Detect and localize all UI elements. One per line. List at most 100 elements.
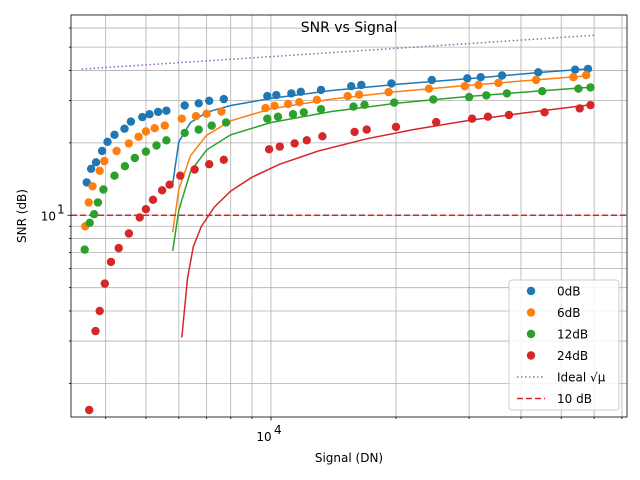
data-point-24dB xyxy=(391,122,401,132)
data-point-6dB xyxy=(217,107,226,116)
legend-label: 10 dB xyxy=(557,392,592,406)
data-point-24dB xyxy=(586,100,595,110)
legend-label: 12dB xyxy=(557,328,588,342)
data-point-24dB xyxy=(318,132,327,141)
data-point-0dB xyxy=(497,71,507,80)
x-tick-label: 10 xyxy=(256,430,271,444)
data-point-6dB xyxy=(474,80,483,90)
data-point-0dB xyxy=(296,87,305,97)
fit-curve-6dB xyxy=(171,75,589,233)
data-point-12dB xyxy=(360,100,369,110)
data-point-0dB xyxy=(219,94,228,104)
y-tick-label-exponent: 1 xyxy=(57,202,65,216)
data-point-24dB xyxy=(540,108,549,117)
data-point-0dB xyxy=(110,130,119,139)
data-point-12dB xyxy=(288,110,298,119)
data-point-12dB xyxy=(464,92,474,102)
data-point-12dB xyxy=(93,198,103,207)
legend-label: Ideal √μ xyxy=(557,371,606,385)
data-point-6dB xyxy=(261,103,270,113)
data-point-24dB xyxy=(504,110,514,120)
data-point-6dB xyxy=(581,71,591,80)
data-point-0dB xyxy=(387,79,396,88)
data-point-24dB xyxy=(219,155,228,164)
legend-label: 0dB xyxy=(557,285,580,299)
data-point-6dB xyxy=(494,78,503,88)
data-point-24dB xyxy=(157,186,167,195)
fit-curve-0dB xyxy=(171,68,589,185)
data-point-0dB xyxy=(476,73,485,82)
data-point-6dB xyxy=(270,101,279,111)
data-point-0dB xyxy=(180,101,189,110)
y-axis-label: SNR (dB) xyxy=(15,189,29,243)
data-point-24dB xyxy=(205,160,214,169)
data-point-12dB xyxy=(586,83,595,92)
data-point-12dB xyxy=(141,147,151,156)
data-point-12dB xyxy=(390,98,399,107)
data-point-24dB xyxy=(141,205,151,214)
data-point-0dB xyxy=(427,75,436,85)
data-point-12dB xyxy=(263,114,272,123)
data-point-6dB xyxy=(283,99,293,109)
data-point-12dB xyxy=(89,210,99,219)
data-point-12dB xyxy=(502,89,512,98)
data-point-12dB xyxy=(162,136,171,145)
legend: 0dB 6dB 12dB 24dB Ideal √μ 10 dB xyxy=(508,279,620,411)
data-point-0dB xyxy=(263,91,272,101)
data-point-0dB xyxy=(103,137,112,146)
data-point-24dB xyxy=(91,326,100,336)
data-point-12dB xyxy=(80,245,89,254)
data-point-0dB xyxy=(145,110,154,119)
data-point-0dB xyxy=(534,68,543,77)
data-point-0dB xyxy=(205,96,214,106)
data-point-0dB xyxy=(316,85,326,95)
reference-line-ideal xyxy=(81,34,595,70)
data-point-6dB xyxy=(202,109,211,119)
data-point-12dB xyxy=(99,185,108,194)
data-point-6dB xyxy=(177,114,186,123)
data-point-6dB xyxy=(295,98,304,107)
data-point-6dB xyxy=(134,132,143,141)
data-point-6dB xyxy=(124,139,134,148)
data-point-6dB xyxy=(569,73,578,82)
data-point-6dB xyxy=(84,198,93,207)
data-point-24dB xyxy=(135,213,144,222)
data-point-24dB xyxy=(106,257,116,267)
data-point-6dB xyxy=(384,87,393,97)
data-point-6dB xyxy=(460,82,469,91)
legend-marker xyxy=(526,308,536,317)
data-point-24dB xyxy=(362,125,371,134)
data-point-12dB xyxy=(273,112,283,121)
data-point-24dB xyxy=(483,112,493,121)
data-point-12dB xyxy=(538,87,547,96)
reference-lines xyxy=(71,34,627,217)
data-point-0dB xyxy=(91,158,101,167)
data-point-0dB xyxy=(82,178,91,187)
fit-curve-24dB xyxy=(181,104,589,338)
legend-label: 24dB xyxy=(557,349,588,363)
chart-title: SNR vs Signal xyxy=(301,20,398,36)
data-point-12dB xyxy=(152,141,161,150)
axis-ticks: 10 410 1 xyxy=(41,27,623,444)
data-point-24dB xyxy=(100,279,110,288)
data-point-24dB xyxy=(275,142,284,151)
data-point-6dB xyxy=(88,182,97,191)
data-point-6dB xyxy=(312,95,322,105)
data-point-6dB xyxy=(100,156,109,166)
data-point-24dB xyxy=(290,139,299,148)
data-point-24dB xyxy=(124,229,134,238)
legend-label: 6dB xyxy=(557,306,580,320)
data-point-24dB xyxy=(85,405,94,415)
x-axis-label: Signal (DN) xyxy=(315,451,383,465)
legend-marker xyxy=(526,329,536,339)
data-point-24dB xyxy=(302,136,311,145)
legend-marker xyxy=(526,286,536,296)
data-point-12dB xyxy=(110,171,119,180)
data-point-0dB xyxy=(138,112,147,122)
data-point-0dB xyxy=(583,64,593,74)
data-point-12dB xyxy=(221,118,231,127)
data-point-6dB xyxy=(112,146,121,156)
data-points xyxy=(80,64,595,415)
data-point-12dB xyxy=(299,108,308,117)
